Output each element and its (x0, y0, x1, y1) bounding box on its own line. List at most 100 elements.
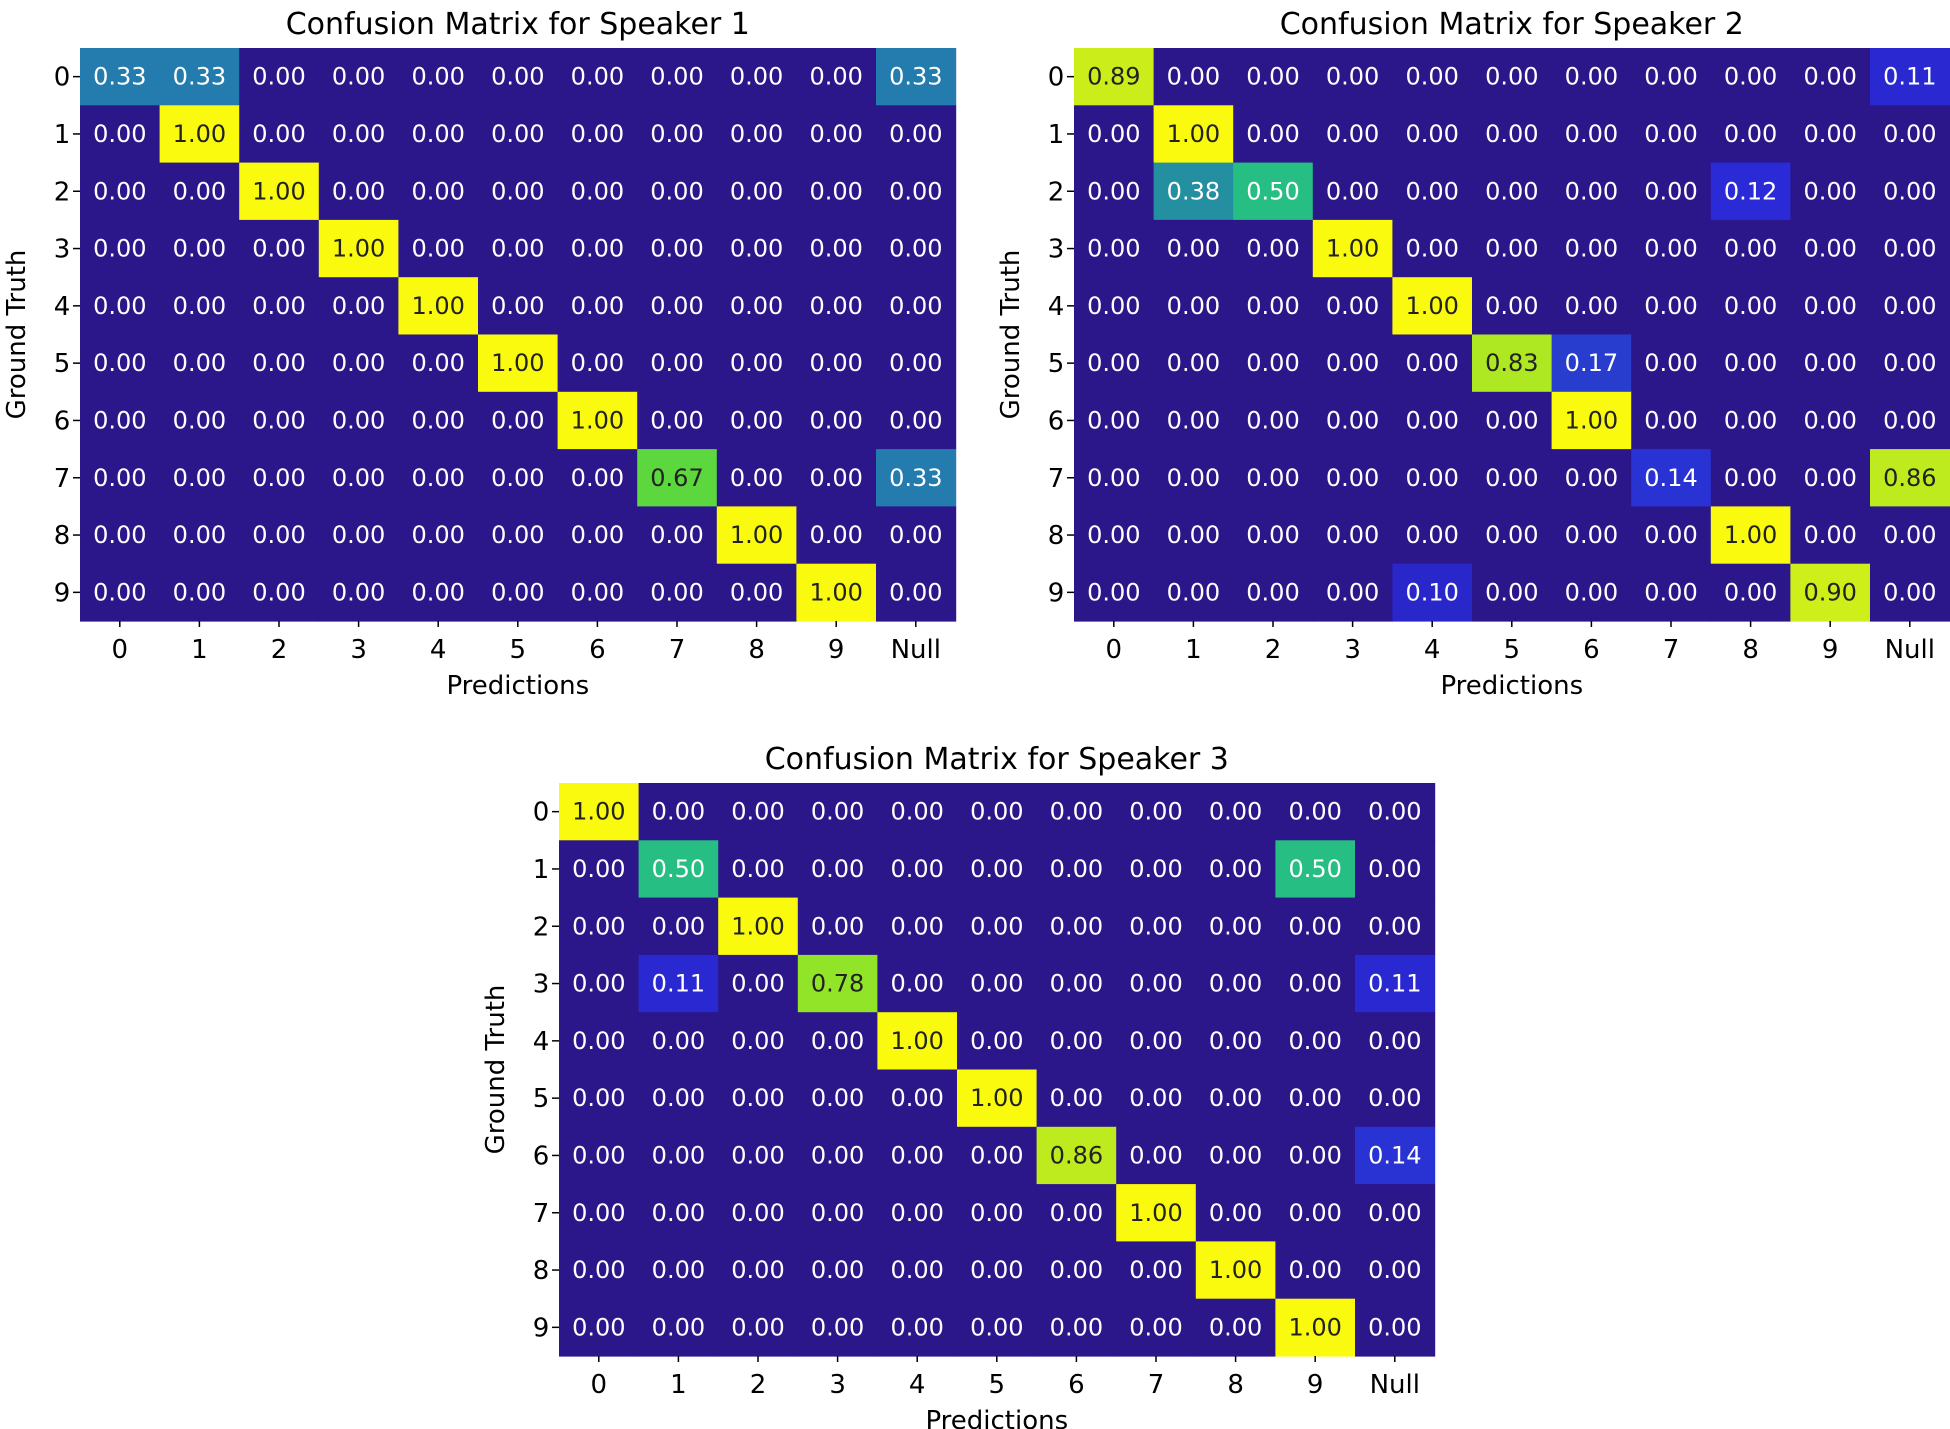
y-tick-label: 1 (533, 855, 550, 885)
cell-value-label: 0.17 (1565, 349, 1618, 377)
x-tick-label: 5 (989, 1370, 1006, 1400)
cell-value-label: 0.00 (332, 578, 385, 606)
y-tick-label: 4 (533, 1027, 550, 1057)
heatmap-cell (1472, 48, 1553, 106)
x-tick-label: 4 (1424, 635, 1441, 665)
cell-value-label: 0.00 (970, 912, 1023, 940)
cell-value-label: 0.00 (811, 1141, 864, 1169)
cell-value-label: 1.00 (173, 120, 226, 148)
cell-value-label: 0.10 (1405, 578, 1458, 606)
cell-value-label: 0.00 (1129, 1313, 1182, 1341)
cell-value-label: 0.00 (1565, 235, 1618, 263)
y-tick-label: 6 (533, 1141, 550, 1171)
heatmap-cell (1392, 563, 1473, 622)
heatmap-cell (1710, 563, 1791, 622)
x-tick-label: 8 (1227, 1370, 1244, 1400)
cell-value-label: 0.00 (332, 177, 385, 205)
cell-value-label: 0.00 (252, 120, 305, 148)
cell-value-label: 1.00 (252, 177, 305, 205)
cell-value-label: 0.14 (1368, 1141, 1421, 1169)
heatmap-cell (1710, 48, 1791, 106)
cell-value-label: 0.00 (1288, 1084, 1341, 1112)
heatmap-cell (557, 219, 638, 278)
y-tick-label: 3 (1048, 235, 1065, 265)
heatmap-cell (1392, 277, 1473, 336)
heatmap-cell (1116, 1184, 1197, 1242)
cell-value-label: 0.00 (1883, 406, 1936, 434)
cell-value-label: 0.00 (1405, 349, 1458, 377)
x-tick-label: 9 (828, 635, 845, 665)
cell-value-label: 0.00 (1368, 1084, 1421, 1112)
y-tick-label: 5 (533, 1084, 550, 1114)
heatmap-cell (876, 506, 957, 565)
heatmap-cell (957, 897, 1038, 956)
heatmap-cell (718, 1298, 799, 1357)
cell-value-label: 0.00 (332, 521, 385, 549)
cell-value-label: 0.00 (252, 521, 305, 549)
cell-value-label: 0.00 (411, 464, 464, 492)
cell-value-label: 0.00 (731, 1027, 784, 1055)
heatmap-cell (80, 48, 161, 106)
cell-value-label: 0.00 (970, 855, 1023, 883)
heatmap-cell (559, 1241, 640, 1300)
x-axis-label: Predictions (1440, 671, 1583, 701)
heatmap-cell (1195, 1012, 1276, 1071)
cell-value-label: 0.00 (811, 855, 864, 883)
heatmap-cell (1355, 1012, 1436, 1071)
cell-value-label: 0.00 (1087, 406, 1140, 434)
cell-value-label: 0.00 (1803, 292, 1856, 320)
y-tick-label: 7 (533, 1199, 550, 1229)
y-tick-label: 9 (533, 1313, 550, 1343)
heatmap-cell (1392, 162, 1473, 221)
cell-value-label: 0.00 (571, 235, 624, 263)
cell-value-label: 0.00 (1803, 235, 1856, 263)
cell-value-label: 0.90 (1803, 578, 1856, 606)
heatmap-cell (1710, 105, 1791, 164)
heatmap-cell (1551, 449, 1632, 507)
cell-value-label: 0.00 (571, 292, 624, 320)
heatmap-cell (1275, 897, 1356, 956)
heatmap-cell (1870, 105, 1950, 164)
heatmap-cell (1551, 162, 1632, 221)
cell-value-label: 0.00 (1883, 349, 1936, 377)
heatmap-cell (1275, 840, 1356, 899)
y-tick-label: 3 (54, 235, 71, 265)
cell-value-label: 0.00 (1209, 855, 1262, 883)
heatmap-cell (1036, 954, 1117, 1013)
cell-value-label: 0.00 (491, 464, 544, 492)
cell-value-label: 0.00 (571, 521, 624, 549)
cell-value-label: 0.00 (572, 1084, 625, 1112)
heatmap-cell (877, 1012, 958, 1071)
x-tick-label: Null (1885, 635, 1935, 665)
x-tick-label: 8 (748, 635, 765, 665)
cell-value-label: 0.00 (572, 1199, 625, 1227)
cell-value-label: 0.00 (93, 292, 146, 320)
cell-value-label: 0.00 (252, 464, 305, 492)
heatmap-cell (796, 277, 877, 336)
cell-value-label: 0.00 (890, 912, 943, 940)
cell-value-label: 0.00 (1724, 464, 1777, 492)
cell-value-label: 0.00 (1288, 798, 1341, 826)
heatmap-cell (1275, 954, 1356, 1013)
heatmap-cell (637, 105, 718, 164)
cell-value-label: 0.00 (650, 177, 703, 205)
cell-value-label: 0.00 (1050, 798, 1103, 826)
cell-value-label: 1.00 (491, 349, 544, 377)
heatmap-cell (1195, 897, 1276, 956)
y-tick-label: 6 (54, 406, 71, 436)
heatmap-cell (318, 563, 399, 622)
cell-value-label: 0.00 (93, 120, 146, 148)
heatmap-cell (478, 48, 559, 106)
cell-value-label: 0.00 (809, 521, 862, 549)
x-tick-label: 0 (112, 635, 129, 665)
heatmap-cell (1116, 954, 1197, 1013)
heatmap-panel-speaker-1: Confusion Matrix for Speaker 1 0.33 0.33 0.… (2, 7, 957, 701)
heatmap-cell (80, 162, 161, 221)
cell-value-label: 0.00 (1803, 177, 1856, 205)
cell-value-label: 0.00 (173, 406, 226, 434)
heatmap-cell (1275, 1012, 1356, 1071)
cell-value-label: 0.14 (1644, 464, 1697, 492)
heatmap-cell (1355, 1241, 1436, 1300)
heatmap-cell (1036, 1298, 1117, 1357)
cell-value-label: 0.00 (970, 1199, 1023, 1227)
